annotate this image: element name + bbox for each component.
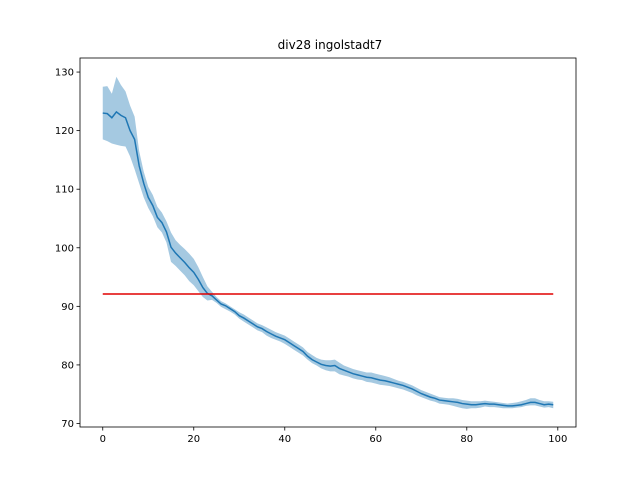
x-tick-label: 0 xyxy=(100,434,106,445)
axes-frame xyxy=(79,57,577,428)
y-tick-label: 90 xyxy=(61,302,74,313)
plot-area xyxy=(102,76,554,409)
series-0-line xyxy=(102,110,554,407)
y-tick-label: 70 xyxy=(61,419,74,430)
x-tick-label: 100 xyxy=(548,434,567,445)
x-tick-label: 60 xyxy=(369,434,382,445)
y-tick-label: 80 xyxy=(61,360,74,371)
y-tick-label: 130 xyxy=(55,68,74,79)
y-tick-label: 100 xyxy=(55,243,74,254)
chart-title: div28 ingolstadt7 xyxy=(278,38,383,52)
y-tick-label: 120 xyxy=(55,126,74,137)
axes: 0 20 40 60 80 100 70 80 90 100 110 120 130 xyxy=(55,57,577,445)
y-tick-label: 110 xyxy=(55,185,74,196)
x-tick-label: 40 xyxy=(278,434,291,445)
x-tick-label: 20 xyxy=(187,434,200,445)
x-tick-label: 80 xyxy=(460,434,473,445)
